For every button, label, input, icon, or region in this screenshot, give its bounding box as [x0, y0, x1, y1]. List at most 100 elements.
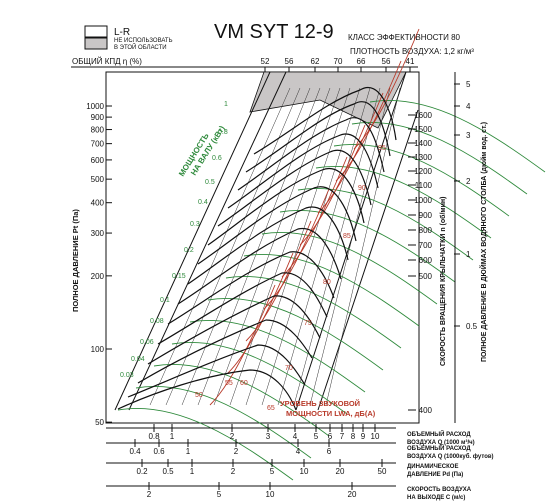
bottom-tick-label: 10 [300, 467, 309, 476]
left-tick-label: 300 [91, 229, 105, 238]
power-curve [117, 408, 294, 481]
noise-label: 65 [267, 405, 275, 412]
rpm-grid-line [309, 87, 391, 406]
power-curve [189, 320, 366, 393]
power-label: 0.3 [190, 221, 200, 228]
bottom-tick-label: 2 [230, 432, 235, 441]
pressure-curve [207, 167, 365, 246]
left-tick-label: 600 [91, 156, 105, 165]
noise-curve [317, 92, 384, 214]
pressure-curve [253, 87, 397, 155]
rpm-tick-label: 700 [419, 241, 433, 250]
left-pressure-ticks: 1000 900 800 700 600 500 400 300 200 100 50 [86, 102, 112, 427]
pressure-curve [137, 319, 313, 384]
bottom-tick-label: 10 [266, 490, 275, 499]
pressure-curve [147, 295, 321, 365]
boundary-line [317, 109, 419, 411]
power-label: 0.04 [131, 356, 145, 363]
bottom-axis-title: ДИНАМИЧЕСКОЕ [407, 464, 458, 470]
noise-title-2: МОЩНОСТИ LWA, дБ(А) [286, 409, 376, 418]
noise-curve [281, 156, 348, 278]
power-label: 0.5 [205, 179, 215, 186]
legend-lr-swatch [84, 25, 108, 38]
left-tick-label: 400 [91, 199, 105, 208]
bottom-tick-label: 0.4 [129, 447, 141, 456]
efficiency-tick-label: 41 [406, 57, 415, 66]
rpm-grid-line [277, 87, 371, 406]
power-label: 0.8 [218, 129, 228, 136]
bottom-tick-label: 0.5 [162, 467, 174, 476]
efficiency-class: КЛАСС ЭФФЕКТИВНОСТИ 80 [348, 33, 461, 42]
power-curve [297, 188, 474, 261]
pressure-curve [227, 133, 379, 209]
right-pressure-ticks: 5 4 3 2 1 0.5 [454, 72, 478, 423]
bottom-tick-label: 50 [378, 467, 387, 476]
pressure-curve [187, 206, 349, 285]
bottom-tick-label: 6 [328, 432, 333, 441]
bottom-tick-label: 9 [361, 432, 366, 441]
noise-curve [227, 252, 294, 374]
right-tick-label: 4 [466, 102, 471, 111]
plot-frame [105, 71, 420, 424]
efficiency-tick-label: 56 [285, 57, 294, 66]
noise-label: 90 [358, 185, 366, 192]
right-tick-label: 3 [466, 131, 471, 140]
bottom-tick-label: 4 [293, 432, 298, 441]
efficiency-tick-label: 66 [357, 57, 366, 66]
power-curve [207, 298, 384, 371]
bottom-axis-title: ОБЪЕМНЫЙ РАСХОД [407, 444, 471, 452]
noise-curve [209, 284, 276, 406]
bottom-tick-label: 2 [231, 467, 236, 476]
right-tick-label: 5 [466, 80, 471, 89]
power-label: 0.15 [172, 273, 186, 280]
rpm-grid-line [165, 87, 301, 406]
noise-labels: 95 90 85 80 75 70 65 60 55 50 [195, 145, 386, 412]
efficiency-tick-label: 62 [311, 57, 320, 66]
bottom-tick-label: 8 [351, 432, 356, 441]
noise-title: УРОВЕНЬ ЗВУКОВОЙ [280, 399, 360, 408]
bottom-axis-title: ОБЪЕМНЫЙ РАСХОД [407, 430, 471, 438]
efficiency-label: ОБЩИЙ КПД η (%) [72, 57, 142, 66]
rpm-tick-label: 1400 [414, 139, 432, 148]
rpm-grid-line [245, 87, 351, 406]
rpm-tick-label: 800 [419, 226, 433, 235]
bottom-tick-label: 2 [147, 490, 152, 499]
bottom-axis-title: СКОРОСТЬ ВОЗДУХА [407, 487, 472, 493]
power-curve [243, 254, 420, 327]
rpm-axis-title: СКОРОСТЬ ВРАЩЕНИЯ КРЫЛЬЧАТКИ n (об/мин) [439, 197, 447, 366]
pressure-curve [177, 227, 342, 305]
left-tick-label: 50 [95, 418, 104, 427]
power-curve [369, 100, 546, 173]
noise-label: 60 [240, 380, 248, 387]
noise-label: 75 [304, 320, 312, 327]
noise-label: 50 [195, 392, 203, 399]
left-tick-label: 700 [91, 140, 105, 149]
power-curve [279, 210, 456, 283]
boundary-line [114, 71, 271, 411]
noise-curve [353, 28, 420, 150]
bottom-tick-label: 6 [327, 447, 332, 456]
noise-curve [335, 60, 402, 182]
bottom-tick-label: 0.2 [136, 467, 148, 476]
right-axis-title: ПОЛНОЕ ДАВЛЕНИЕ В ДЮЙМАХ ВОДЯНОГО СТОЛБА… [479, 122, 488, 362]
rpm-tick-label: 400 [419, 406, 433, 415]
power-label: 0.03 [120, 372, 134, 379]
left-tick-label: 200 [91, 272, 105, 281]
do-not-use-region [249, 71, 407, 129]
legend-lr-label: L-R [114, 27, 130, 38]
bottom-tick-label: 1 [190, 467, 195, 476]
rpm-grid-line [149, 87, 291, 406]
bottom-tick-label: 1 [186, 447, 191, 456]
left-axis-title: ПОЛНОЕ ДАВЛЕНИЕ Pt (Па) [71, 209, 80, 312]
noise-label: 55 [225, 380, 233, 387]
rpm-tick-label: 1600 [414, 111, 432, 120]
efficiency-tick-label: 56 [382, 57, 391, 66]
rpm-tick-label: 1300 [414, 153, 432, 162]
efficiency-ticks: 52 56 62 70 66 56 41 [261, 57, 415, 72]
noise-curve [299, 124, 366, 246]
left-tick-label: 900 [91, 113, 105, 122]
power-label: 0.6 [212, 155, 222, 162]
bottom-tick-label: 7 [340, 432, 345, 441]
right-tick-label: 0.5 [466, 322, 478, 331]
